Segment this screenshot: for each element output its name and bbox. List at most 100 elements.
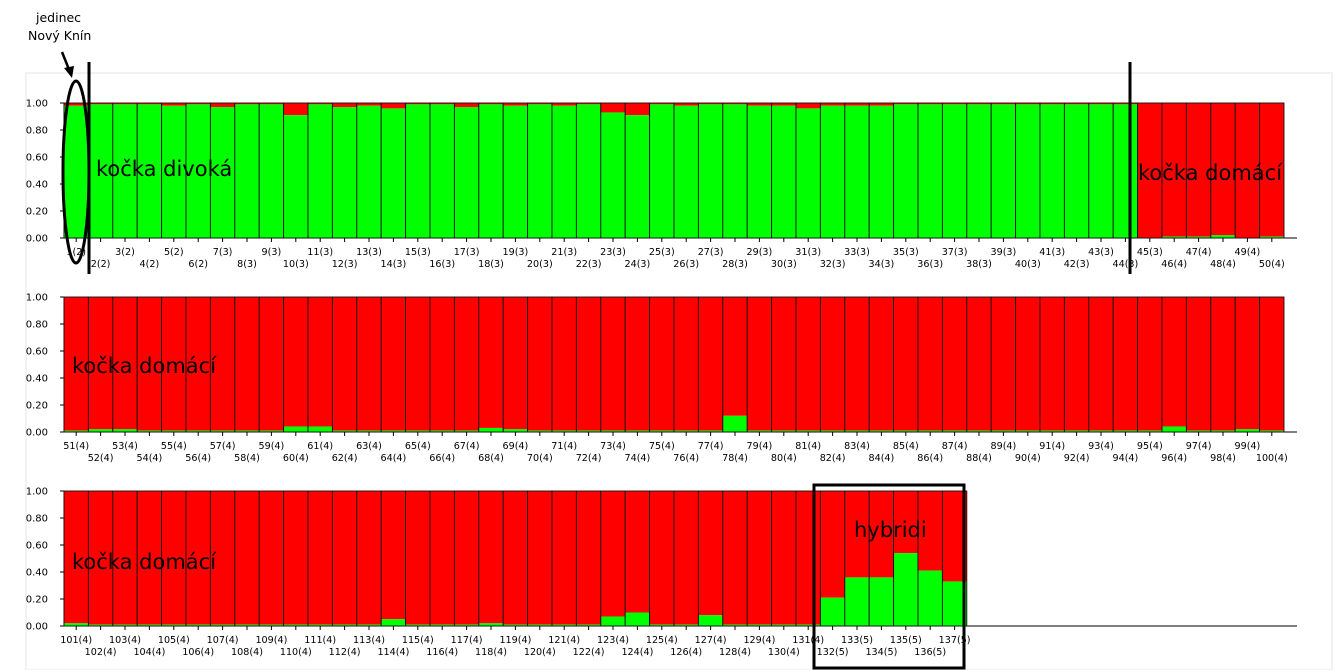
domestic-label-top: kočka domácí — [1138, 161, 1283, 185]
bar-wild-62(4) — [332, 430, 357, 432]
bar-domestic-135(5) — [893, 491, 918, 554]
bar-wild-20(3) — [527, 104, 552, 238]
bar-domestic-106(4) — [186, 491, 211, 625]
x-tick-label: 120(4) — [524, 647, 556, 658]
bar-domestic-37(3) — [942, 103, 967, 105]
x-tick-label: 61(4) — [307, 441, 333, 452]
bar-domestic-73(4) — [600, 297, 626, 431]
bar-wild-48(4) — [1210, 235, 1236, 238]
bar-wild-61(4) — [308, 426, 333, 432]
bar-wild-122(4) — [576, 624, 601, 626]
x-tick-label: 91(4) — [1039, 441, 1065, 452]
x-tick-label: 136(5) — [914, 647, 946, 658]
bar-wild-101(4) — [64, 623, 89, 626]
x-tick-label: 106(4) — [182, 647, 214, 658]
x-tick-label: 96(4) — [1161, 453, 1187, 464]
bar-domestic-81(4) — [796, 297, 821, 431]
bar-domestic-19(3) — [503, 103, 528, 106]
x-tick-label: 130(4) — [768, 647, 800, 658]
bar-wild-35(3) — [893, 104, 918, 238]
bar-wild-66(4) — [430, 430, 455, 432]
bar-wild-88(4) — [966, 430, 992, 432]
bar-wild-11(3) — [308, 104, 333, 238]
domestic-label-middle: kočka domácí — [72, 354, 217, 378]
bar-domestic-91(4) — [1040, 297, 1065, 431]
bar-domestic-68(4) — [478, 297, 504, 428]
bar-domestic-97(4) — [1186, 297, 1211, 431]
bar-domestic-57(4) — [210, 297, 235, 431]
bar-domestic-39(3) — [991, 103, 1016, 105]
x-tick-label: 135(5) — [890, 635, 922, 646]
x-tick-label: 54(4) — [136, 453, 162, 464]
bar-wild-6(2) — [186, 104, 211, 238]
bar-domestic-40(3) — [1015, 103, 1040, 105]
x-tick-label: 122(4) — [573, 647, 605, 658]
bar-wild-67(4) — [454, 430, 479, 432]
y-tick-label: 1.00 — [26, 99, 48, 110]
x-tick-label: 134(5) — [865, 647, 897, 658]
bar-wild-74(4) — [625, 430, 650, 432]
bar-domestic-64(4) — [381, 297, 406, 431]
x-tick-label: 12(3) — [332, 259, 358, 270]
bar-domestic-26(3) — [674, 103, 699, 106]
bar-wild-15(3) — [405, 104, 430, 238]
bar-domestic-123(4) — [600, 491, 626, 617]
bar-domestic-126(4) — [674, 491, 699, 625]
bar-wild-112(4) — [332, 624, 357, 626]
bar-wild-120(4) — [527, 624, 552, 626]
bar-wild-3(2) — [112, 104, 138, 238]
bar-domestic-80(4) — [771, 297, 796, 431]
y-tick-label: 0.60 — [26, 347, 48, 358]
bar-domestic-75(4) — [649, 297, 674, 431]
x-tick-label: 98(4) — [1210, 453, 1236, 464]
x-tick-label: 93(4) — [1088, 441, 1114, 452]
bar-domestic-95(4) — [1137, 297, 1162, 431]
bar-wild-64(4) — [381, 430, 406, 432]
panel-3: 0.00 0.20 0.40 0.60 0.80 1.00 101(4)102(4)103(… — [26, 487, 1297, 658]
x-tick-label: 62(4) — [332, 453, 358, 464]
bar-wild-51(4) — [64, 430, 89, 432]
x-tick-label: 74(4) — [624, 453, 650, 464]
x-tick-label: 13(3) — [356, 247, 382, 258]
panel-1: 0.00 0.20 0.40 0.60 0.80 1.00 1(2) 2(2) 3(2) 4(2)… — [26, 99, 1297, 270]
bar-domestic-111(4) — [308, 491, 333, 625]
x-tick-label: 129(4) — [743, 635, 775, 646]
bar-domestic-58(4) — [234, 297, 260, 431]
x-tick-label: 76(4) — [673, 453, 699, 464]
x-tick-label: 89(4) — [990, 441, 1016, 452]
bar-wild-123(4) — [600, 616, 626, 626]
x-tick-label: 22(3) — [576, 259, 602, 270]
bar-domestic-20(3) — [527, 103, 552, 105]
bar-wild-107(4) — [210, 624, 235, 626]
bar-wild-100(4) — [1259, 430, 1284, 432]
x-tick-label: 102(4) — [85, 647, 117, 658]
bar-domestic-131(4) — [796, 491, 821, 625]
x-tick-label: 58(4) — [234, 453, 260, 464]
bar-domestic-122(4) — [576, 491, 601, 625]
bar-wild-119(4) — [503, 624, 528, 626]
y-tick-label: 0.00 — [26, 428, 48, 439]
y-tick-label: 0.40 — [26, 568, 48, 579]
individual-label-line1: jedinec — [35, 10, 81, 25]
x-tick-label: 104(4) — [133, 647, 165, 658]
bar-domestic-34(3) — [869, 103, 894, 106]
bar-wild-114(4) — [381, 619, 406, 626]
bar-domestic-61(4) — [308, 297, 333, 427]
x-tick-label: 48(4) — [1210, 259, 1236, 270]
bar-wild-81(4) — [796, 430, 821, 432]
bar-domestic-12(3) — [332, 103, 357, 108]
x-tick-label: 90(4) — [1015, 453, 1041, 464]
bar-wild-8(3) — [234, 104, 260, 238]
x-tick-label: 77(4) — [698, 441, 724, 452]
bar-wild-43(3) — [1088, 104, 1114, 238]
bar-domestic-129(4) — [747, 491, 772, 625]
x-tick-label: 92(4) — [1064, 453, 1090, 464]
bar-wild-58(4) — [234, 430, 260, 432]
x-tick-label: 73(4) — [600, 441, 626, 452]
x-tick-label: 107(4) — [207, 635, 239, 646]
bar-domestic-55(4) — [161, 297, 186, 431]
bar-domestic-113(4) — [356, 491, 382, 625]
bar-wild-126(4) — [674, 624, 699, 626]
x-tick-label: 69(4) — [502, 441, 528, 452]
bar-wild-131(4) — [796, 624, 821, 626]
